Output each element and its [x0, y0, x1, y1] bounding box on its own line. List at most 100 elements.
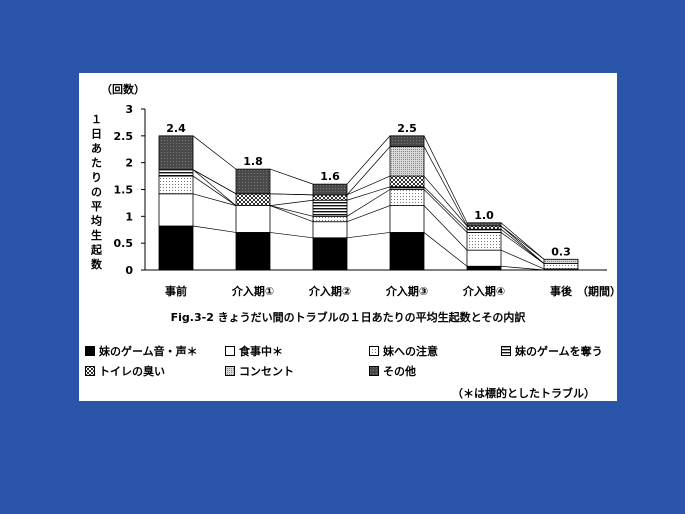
figure-caption: Fig.3-2 きょうだい間のトラブルの１日あたりの平均生起数とその内訳	[170, 311, 526, 324]
y-tick-label: 2	[125, 157, 133, 170]
x-tick-label: 介入期④	[462, 284, 505, 298]
connector-line	[269, 232, 314, 239]
connector-line	[346, 146, 391, 196]
legend-label: 妹のゲーム音・声＊	[99, 345, 198, 358]
legend-label: 妹のゲームを奪う	[515, 345, 603, 358]
legend-item: 妹への注意	[369, 343, 438, 359]
bar-segment	[312, 183, 348, 196]
connector-line	[423, 205, 468, 251]
connector-line	[500, 228, 545, 264]
bar-segment	[312, 199, 348, 217]
connector-line	[192, 193, 237, 206]
connector-line	[346, 135, 391, 185]
legend-swatch	[501, 346, 511, 356]
x-tick-label: 事前	[165, 284, 187, 298]
legend-swatch	[225, 346, 235, 356]
bar-segment	[543, 263, 579, 270]
legend-item: その他	[369, 363, 416, 379]
legend-label: その他	[383, 365, 416, 378]
bar-segment	[235, 232, 271, 271]
legend-label: コンセント	[239, 365, 294, 378]
connector-line	[269, 193, 314, 196]
footnote: （＊は標的としたトラブル）	[452, 387, 595, 400]
y-tick-label: 0	[125, 264, 133, 277]
bar-total-label: 1.6	[320, 170, 340, 183]
bar-total-label: 2.4	[166, 122, 186, 135]
legend-item: トイレの臭い	[85, 363, 165, 379]
connector-line	[192, 175, 237, 206]
y-tick-label: 0.5	[114, 237, 134, 250]
connector-line	[192, 225, 237, 233]
y-unit-label: （回数）	[101, 82, 145, 96]
legend-swatch	[369, 346, 379, 356]
connector-line	[423, 146, 468, 227]
bar-segment	[235, 193, 271, 207]
labels: 0 0.5 1 1.5 2 2.5 3 （回数） １日あたりの平均生起数 2.4 事前 1.8 介入期①…	[90, 82, 617, 298]
connector-line	[423, 135, 468, 223]
bar-segment	[389, 205, 425, 233]
x-tick-label: 介入期③	[385, 284, 428, 298]
legend-item: コンセント	[225, 363, 294, 379]
bar-segment	[389, 146, 425, 177]
bar-segment	[158, 169, 194, 177]
bar-total-label: 1.0	[474, 209, 494, 222]
connector-line	[423, 189, 468, 233]
connector-line	[192, 169, 237, 195]
bar-segment	[389, 175, 425, 188]
bar-segment	[466, 225, 502, 230]
connector-line	[423, 186, 468, 230]
connector-line	[423, 175, 468, 227]
y-tick-label: 1.5	[114, 184, 134, 197]
x-axis-title: （期間）	[577, 284, 617, 298]
bar-segment	[312, 215, 348, 223]
bar-segment	[466, 228, 502, 233]
bar-segment	[158, 225, 194, 271]
legend-swatch	[369, 366, 379, 376]
y-axis-title: １日あたりの平均生起数	[90, 113, 103, 271]
bar-segment	[389, 135, 425, 147]
chart-panel: 0 0.5 1 1.5 2 2.5 3 （回数） １日あたりの平均生起数 2.4 事前 1.8 介入期①…	[79, 73, 617, 401]
y-tick-label: 1	[125, 210, 133, 223]
legend-swatch	[85, 346, 95, 356]
bar-segment	[158, 135, 194, 171]
legend-label: 妹への注意	[383, 345, 438, 358]
connector-line	[269, 205, 314, 223]
bar-segment	[158, 175, 194, 195]
legend-label: トイレの臭い	[99, 365, 165, 378]
bars	[158, 135, 579, 271]
legend-item: 食事中＊	[225, 343, 283, 359]
connector-line	[346, 205, 391, 223]
connector-line	[500, 222, 545, 260]
connector-line	[500, 225, 545, 260]
connector-line	[269, 199, 314, 206]
bar-segment	[466, 249, 502, 267]
connector-line	[346, 186, 391, 201]
bar-segment	[466, 232, 502, 251]
connector-line	[192, 169, 237, 206]
bar-segment	[389, 186, 425, 190]
connector-line	[500, 225, 545, 264]
bar-total-label: 2.5	[397, 122, 417, 135]
x-tick-label: 介入期②	[308, 284, 351, 298]
legend-item: 妹のゲームを奪う	[501, 343, 603, 359]
connector-line	[500, 232, 545, 264]
bar-segment	[158, 193, 194, 227]
x-tick-label: 事後	[550, 284, 573, 298]
connector-line	[500, 265, 545, 271]
connector-line	[269, 205, 314, 217]
bar-segment	[312, 221, 348, 239]
bar-segment	[466, 265, 502, 271]
connector-line	[192, 135, 237, 170]
bar-segment	[389, 189, 425, 207]
legend-swatch	[85, 366, 95, 376]
connector-line	[500, 249, 545, 270]
connector-line	[346, 189, 391, 217]
legend-swatch	[225, 366, 235, 376]
connector-line	[346, 175, 391, 196]
axes	[141, 108, 607, 271]
stacked-bar-chart: 0 0.5 1 1.5 2 2.5 3 （回数） １日あたりの平均生起数 2.4 事前 1.8 介入期①…	[90, 82, 617, 298]
bar-segment	[543, 258, 579, 264]
bar-segment	[235, 205, 271, 233]
x-tick-label: 介入期①	[231, 284, 274, 298]
y-tick-label: 3	[125, 103, 133, 116]
